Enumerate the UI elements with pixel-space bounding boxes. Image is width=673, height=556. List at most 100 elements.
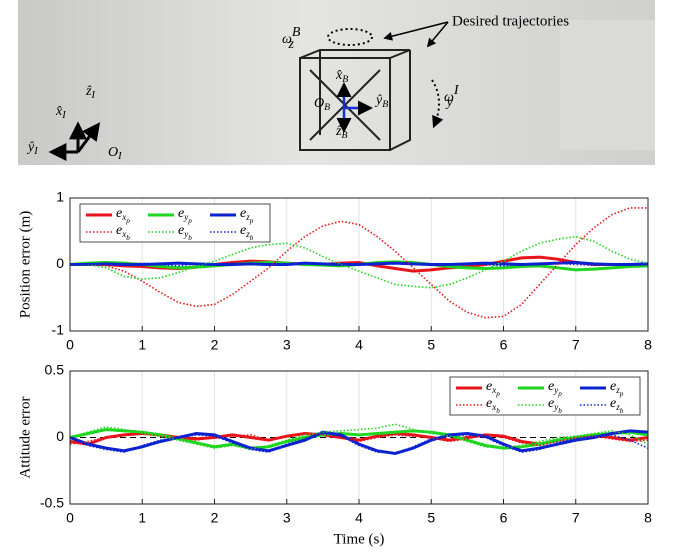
- x-tick-label: 7: [572, 510, 580, 526]
- label-sub: x: [121, 229, 126, 239]
- photo-label: ωI y: [444, 83, 460, 110]
- label-sub2: p: [557, 390, 562, 398]
- legend-box: [449, 376, 641, 416]
- y-tick-label: 0.5: [45, 362, 65, 378]
- label-base: ω: [282, 32, 292, 47]
- label-base: e: [178, 206, 184, 221]
- label-base: e: [240, 206, 246, 221]
- series-line: [69, 432, 649, 455]
- x-axis-label: Time (s): [334, 531, 385, 547]
- legend-label: exp: [486, 379, 500, 397]
- label-sub2: b: [558, 407, 562, 415]
- trajectory-arrows: [327, 21, 449, 129]
- label-sup: B: [292, 25, 301, 40]
- label-base: ẑ: [335, 124, 342, 139]
- label-base: e: [240, 223, 246, 238]
- legend-label: ezp: [610, 379, 624, 397]
- label-sub: z: [615, 385, 620, 395]
- plot-frame: [69, 370, 649, 505]
- legend-label: exp: [116, 206, 130, 224]
- label-base: x̂: [55, 104, 63, 119]
- label-sub: z: [245, 229, 250, 239]
- series-line: [69, 423, 649, 451]
- x-tick-label: 5: [427, 510, 435, 526]
- legend-label: ezb: [610, 396, 624, 414]
- x-tick-label: 5: [427, 337, 435, 353]
- photo-label: OI: [108, 145, 122, 162]
- legend-label: exb: [116, 223, 130, 241]
- y-tick-label: -1: [52, 322, 65, 338]
- y-tick-label: -0.5: [40, 495, 64, 511]
- x-tick-label: 1: [138, 337, 146, 353]
- x-tick-label: 4: [355, 337, 363, 353]
- label-sub2: b: [496, 407, 500, 415]
- legend-label: eyb: [548, 396, 562, 414]
- label-sub: x: [121, 212, 126, 222]
- x-tick-label: 7: [572, 337, 580, 353]
- x-tick-label: 6: [500, 337, 508, 353]
- y-axis-label: Attitude error: [17, 396, 33, 478]
- label-base: x̂: [335, 68, 343, 83]
- label-sub: x: [491, 402, 496, 412]
- label-base: O: [314, 96, 324, 111]
- legend-label: eyp: [548, 379, 562, 397]
- photo-label: ŷB: [374, 93, 388, 110]
- label-base: e: [548, 379, 554, 394]
- label-base: e: [610, 396, 616, 411]
- label-sub2: p: [619, 390, 624, 398]
- series-line: [69, 428, 649, 450]
- legend-box: [79, 203, 271, 243]
- label-sub2: p: [125, 217, 130, 225]
- x-tick-label: 3: [283, 510, 291, 526]
- plot-frame: [69, 197, 649, 332]
- y-axis-label: Position error (m): [17, 211, 33, 318]
- label-base: e: [486, 379, 492, 394]
- label-sub: I: [61, 110, 66, 121]
- legend-label: eyb: [178, 223, 192, 241]
- label-sub2: b: [126, 234, 130, 242]
- label-sub: z: [615, 402, 620, 412]
- label-sub: I: [33, 146, 38, 157]
- photo-label: OB: [314, 96, 330, 113]
- x-tick-label: 8: [644, 337, 652, 353]
- photo-label: x̂B: [335, 68, 348, 85]
- series-line: [70, 260, 649, 267]
- photo-label: ωB z: [282, 25, 301, 52]
- legend-label: exb: [486, 396, 500, 414]
- series-line: [69, 429, 649, 455]
- x-tick-label: 0: [66, 337, 74, 353]
- label-sub2: p: [495, 390, 500, 398]
- x-tick-label: 0: [66, 510, 74, 526]
- label-sub2: p: [249, 217, 254, 225]
- photo-label: ẑI: [85, 84, 95, 101]
- label-sub: B: [324, 102, 330, 113]
- label-sub: y: [445, 95, 454, 110]
- label-sub: y: [183, 229, 189, 239]
- label-base: e: [610, 379, 616, 394]
- y-tick-label: 1: [56, 189, 64, 205]
- label-sub2: p: [187, 217, 192, 225]
- label-base: e: [178, 223, 184, 238]
- label-sub2: b: [620, 407, 624, 415]
- y-tick-label: 0: [56, 428, 64, 444]
- x-tick-label: 3: [283, 337, 291, 353]
- label-sub: z: [245, 212, 250, 222]
- x-tick-label: 2: [211, 510, 219, 526]
- label-sub: I: [117, 151, 122, 162]
- series-line: [70, 235, 649, 289]
- label-base: e: [116, 206, 122, 221]
- legend-label: ezp: [240, 206, 254, 224]
- label-sup: I: [453, 83, 460, 98]
- photo-label: x̂I: [55, 104, 66, 121]
- x-tick-label: 4: [355, 510, 363, 526]
- label-sub: y: [183, 212, 189, 222]
- label-sub: x: [491, 385, 496, 395]
- label-sub: y: [553, 385, 559, 395]
- legend-label: eyp: [178, 206, 192, 224]
- x-tick-label: 6: [500, 510, 508, 526]
- photo-label: ŷI: [26, 140, 38, 157]
- label-sub: I: [90, 90, 95, 101]
